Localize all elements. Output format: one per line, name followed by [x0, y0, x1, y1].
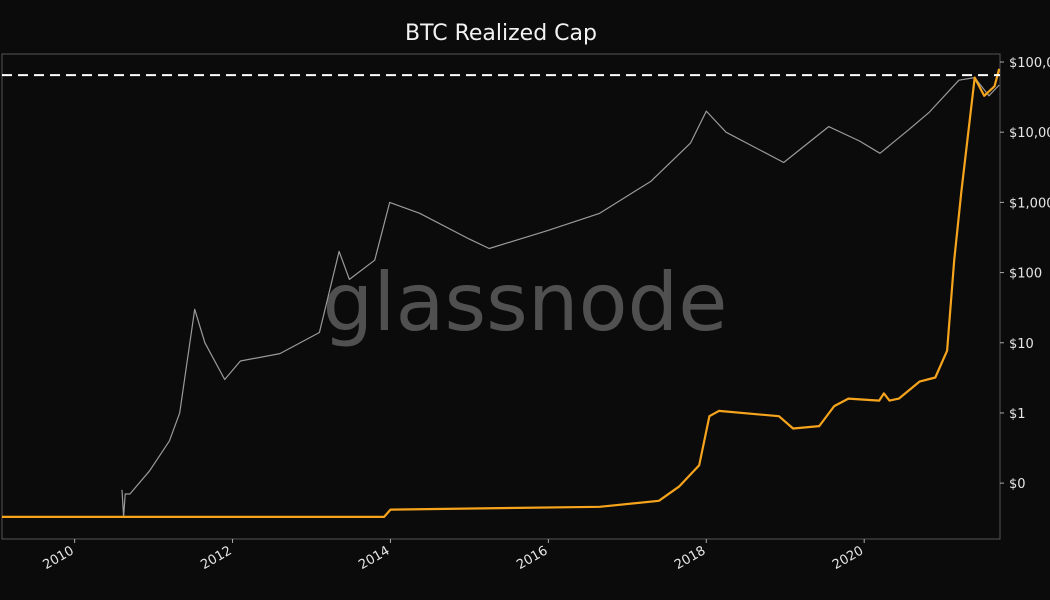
y-tick-label: $100 [1009, 267, 1042, 282]
x-tick-label: 2020 [830, 543, 866, 573]
y-tick-label: $10,000 [1009, 126, 1050, 141]
x-tick-label: 2016 [514, 543, 550, 573]
x-tick-label: 2010 [40, 543, 76, 573]
y-tick-label: $1 [1009, 407, 1026, 422]
chart-title: BTC Realized Cap [405, 21, 597, 46]
x-axis: 2010 2012 2014 2016 2018 2020 [40, 539, 866, 573]
y-axis: $0 $1 $10 $100 $1,000 $10,000 $100,000 [1000, 56, 1050, 492]
plot-frame [1, 53, 1001, 540]
y-tick-label: $0 [1009, 477, 1026, 492]
series-layer [2, 68, 1001, 519]
watermark: glassnode [322, 256, 727, 349]
x-tick-label: 2012 [198, 543, 234, 573]
series-line-0 [2, 68, 1001, 519]
series-line-1 [121, 76, 1000, 518]
x-tick-label: 2018 [672, 543, 708, 573]
y-tick-label: $10 [1009, 337, 1034, 352]
x-tick-label: 2014 [356, 543, 392, 573]
y-tick-label: $100,000 [1009, 56, 1050, 71]
y-tick-label: $1,000 [1009, 196, 1050, 211]
